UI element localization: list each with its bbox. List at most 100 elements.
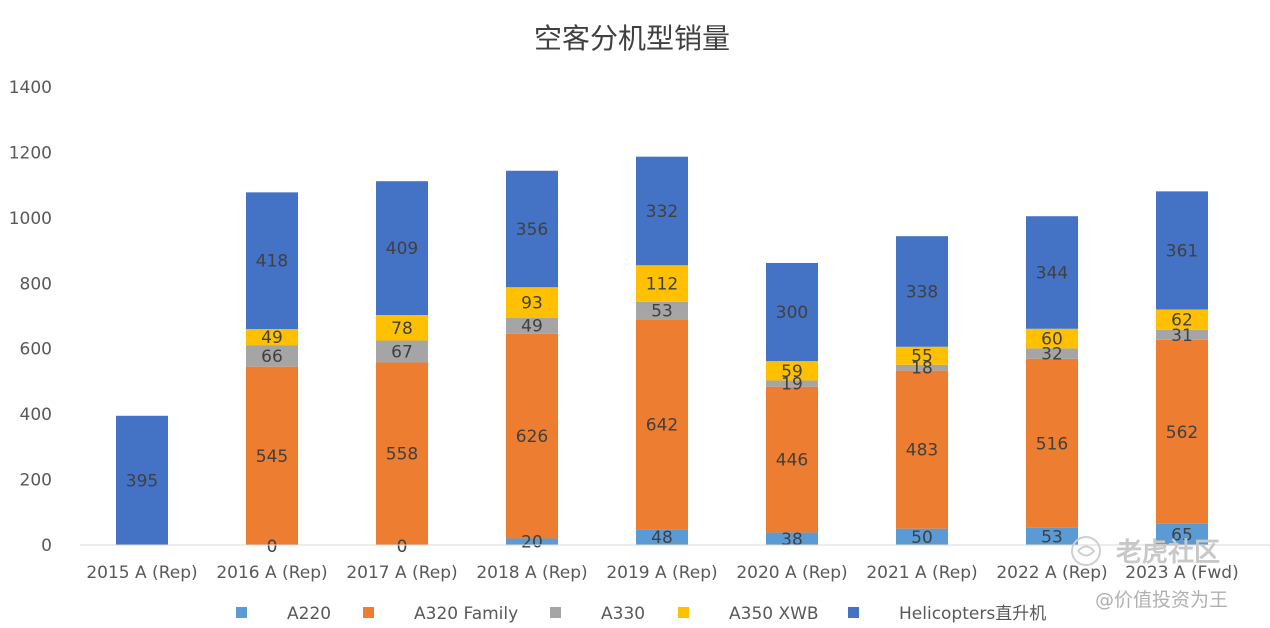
legend-swatch — [848, 607, 859, 618]
bar-segment — [896, 370, 948, 529]
data-label: 558 — [386, 445, 418, 465]
bar-segment — [506, 287, 558, 318]
y-tick-label: 1000 — [9, 209, 52, 229]
bar-segment — [506, 333, 558, 539]
tiger-logo-icon — [1071, 536, 1101, 566]
bar-segment — [506, 170, 558, 288]
data-label: 49 — [261, 328, 283, 348]
y-tick-label: 0 — [41, 536, 52, 556]
bar-segment — [766, 380, 818, 387]
data-label: 62 — [1171, 311, 1193, 331]
data-label: 642 — [646, 415, 678, 435]
legend-label: A320 Family — [414, 604, 518, 624]
data-label: 32 — [1041, 345, 1063, 365]
y-tick-label: 400 — [20, 405, 52, 425]
data-label: 78 — [391, 319, 413, 339]
bar-segment — [376, 181, 428, 316]
legend-label: A350 XWB — [729, 604, 819, 624]
data-label: 344 — [1036, 263, 1068, 283]
x-tick-label: 2023 A (Fwd) — [1125, 563, 1238, 583]
bar-segment — [1156, 339, 1208, 524]
bar-segment — [376, 340, 428, 363]
chart-title: 空客分机型销量 — [534, 22, 730, 55]
legend-label: A330 — [601, 604, 645, 624]
x-tick-label: 2017 A (Rep) — [346, 563, 457, 583]
data-label: 562 — [1166, 423, 1198, 443]
x-tick-label: 2015 A (Rep) — [86, 563, 197, 583]
bar-segment — [1026, 527, 1078, 545]
bar-segment — [376, 362, 428, 545]
legend-swatch — [236, 607, 247, 618]
bar-segment — [1156, 523, 1208, 545]
legend-swatch — [678, 607, 689, 618]
bar-segment — [636, 319, 688, 530]
data-label: 66 — [261, 347, 283, 367]
bar-segment — [116, 415, 168, 545]
legend-swatch — [363, 607, 374, 618]
data-label: 55 — [911, 347, 933, 367]
data-label: 53 — [651, 302, 673, 322]
data-label: 60 — [1041, 330, 1063, 350]
x-tick-label: 2022 A (Rep) — [996, 563, 1107, 583]
bar-segment — [376, 315, 428, 341]
data-label: 50 — [911, 528, 933, 548]
data-label: 409 — [386, 239, 418, 259]
bar-segment — [636, 156, 688, 266]
x-axis: 2015 A (Rep) 2016 A (Rep) 2017 A (Rep) 2018… — [86, 563, 1238, 583]
data-label: 18 — [911, 359, 933, 379]
data-label: 446 — [776, 451, 808, 471]
data-label: 516 — [1036, 434, 1068, 454]
legend-label: Helicopters直升机 — [899, 604, 1046, 624]
bar-segment — [896, 236, 948, 347]
bar-segment — [1156, 329, 1208, 340]
x-tick-label: 2021 A (Rep) — [866, 563, 977, 583]
data-label: 67 — [391, 342, 413, 362]
y-axis: 0 200 400 600 800 1000 1200 1400 — [9, 78, 52, 556]
bar-segment — [896, 364, 948, 371]
bar-segment — [246, 366, 298, 545]
data-label: 0 — [267, 537, 278, 557]
legend-label: A220 — [287, 604, 331, 624]
data-label: 49 — [521, 317, 543, 337]
x-tick-label: 2019 A (Rep) — [606, 563, 717, 583]
data-labels: 3955456649418558677840920626499335648642… — [126, 202, 1198, 557]
x-tick-label: 2016 A (Rep) — [216, 563, 327, 583]
data-label: 31 — [1171, 326, 1193, 346]
legend-swatch — [550, 607, 561, 618]
data-label: 338 — [906, 282, 938, 302]
data-label: 395 — [126, 471, 158, 491]
data-label: 93 — [521, 293, 543, 313]
data-label: 38 — [781, 530, 803, 550]
data-label: 626 — [516, 427, 548, 447]
bar-segment — [1026, 216, 1078, 329]
bar-segment — [636, 301, 688, 320]
bar-segment — [896, 528, 948, 545]
bar-segment — [246, 329, 298, 346]
bar-segment — [766, 263, 818, 362]
y-tick-label: 200 — [20, 471, 52, 491]
data-label: 20 — [521, 533, 543, 553]
y-tick-label: 600 — [20, 340, 52, 360]
bar-segment — [896, 346, 948, 365]
x-tick-label: 2018 A (Rep) — [476, 563, 587, 583]
y-tick-label: 1400 — [9, 78, 52, 98]
bar-segment — [1026, 328, 1078, 349]
bar-segment — [636, 529, 688, 545]
data-label: 483 — [906, 441, 938, 461]
watermark: 老虎社区 @价值投资为王 — [1071, 536, 1228, 611]
bar-segment — [766, 361, 818, 381]
data-label: 53 — [1041, 527, 1063, 547]
bar-segment — [246, 192, 298, 330]
watermark-handle: @价值投资为王 — [1095, 589, 1228, 611]
data-label: 59 — [781, 362, 803, 382]
bar-segment — [1156, 191, 1208, 310]
bar-segment — [636, 265, 688, 302]
bars — [116, 156, 1208, 545]
data-label: 356 — [516, 220, 548, 240]
y-tick-label: 1200 — [9, 143, 52, 163]
data-label: 19 — [781, 375, 803, 395]
data-label: 545 — [256, 447, 288, 467]
bar-segment — [766, 532, 818, 545]
data-label: 361 — [1166, 241, 1198, 261]
